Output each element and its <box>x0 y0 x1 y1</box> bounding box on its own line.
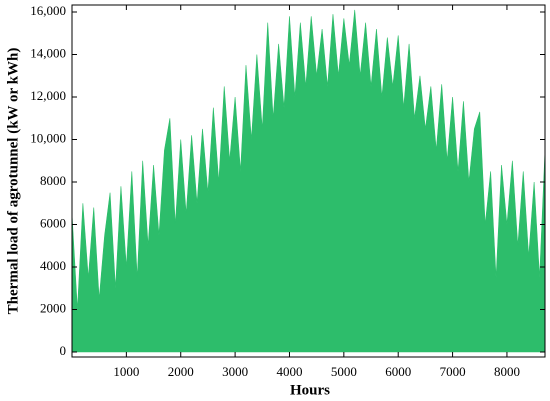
y-tick-label: 2000 <box>40 300 66 315</box>
y-tick-label: 16,000 <box>30 3 66 18</box>
y-tick-label: 6000 <box>40 215 66 230</box>
y-tick-label: 14,000 <box>30 45 66 60</box>
y-tick-label: 4000 <box>40 258 66 273</box>
x-tick-label: 2000 <box>168 364 194 379</box>
y-tick-label: 8000 <box>40 173 66 188</box>
plot-frame <box>71 4 546 358</box>
x-axis-title: Hours <box>290 382 330 398</box>
y-tick-label: 12,000 <box>30 88 66 103</box>
y-tick-label: 0 <box>60 343 67 358</box>
x-tick-label: 5000 <box>331 364 357 379</box>
x-tick-label: 7000 <box>440 364 466 379</box>
x-tick-label: 8000 <box>494 364 520 379</box>
x-tick-label: 1000 <box>113 364 139 379</box>
area <box>71 9 546 353</box>
y-tick-label: 10,000 <box>30 130 66 145</box>
x-tick-label: 6000 <box>385 364 411 379</box>
x-tick-label: 4000 <box>276 364 302 379</box>
x-tick-label: 3000 <box>222 364 248 379</box>
y-axis-title: Thermal load of agrotunnel (kW or kWh) <box>5 48 21 315</box>
